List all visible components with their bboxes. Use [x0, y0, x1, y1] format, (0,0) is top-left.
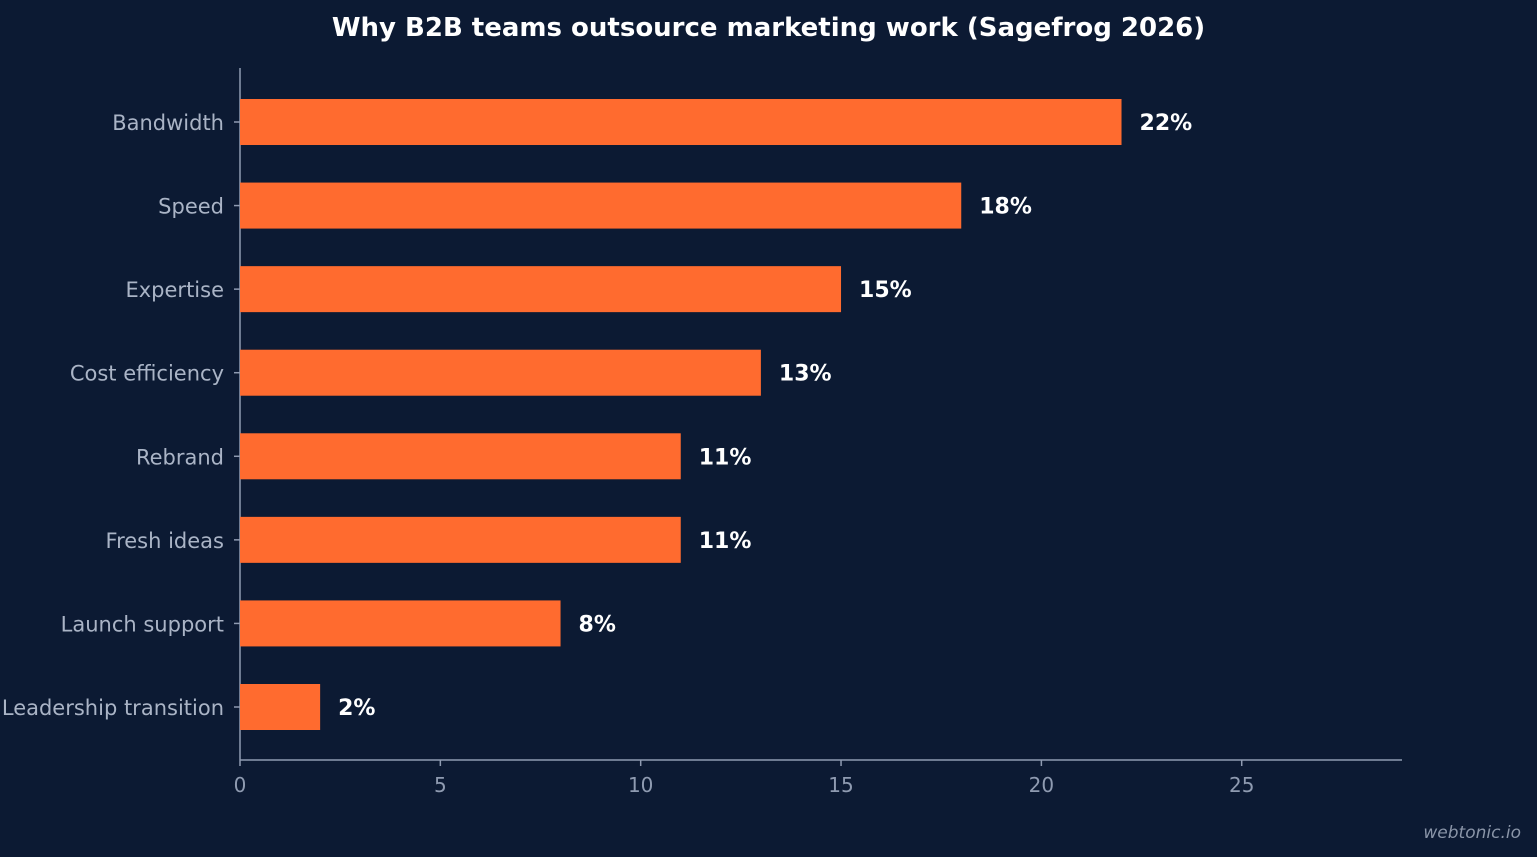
x-tick-label: 25: [1229, 773, 1254, 797]
data-label: 11%: [699, 529, 752, 554]
category-label: Launch support: [61, 612, 224, 636]
bar: [240, 516, 681, 563]
data-label: 8%: [579, 612, 616, 637]
watermark: webtonic.io: [1423, 823, 1521, 843]
data-label: 18%: [979, 195, 1032, 220]
category-label: Leadership transition: [2, 696, 224, 720]
bar: [240, 99, 1122, 145]
category-label: Rebrand: [136, 445, 224, 469]
data-label: 15%: [859, 278, 912, 303]
data-label: 22%: [1140, 111, 1193, 136]
x-tick-label: 10: [628, 773, 653, 797]
bar: [240, 600, 561, 647]
category-label: Bandwidth: [112, 111, 224, 135]
bar: [240, 266, 842, 313]
data-label: 13%: [779, 362, 832, 387]
x-tick-label: 20: [1029, 773, 1054, 797]
data-label: 2%: [338, 696, 375, 721]
x-tick-label: 15: [828, 773, 853, 797]
x-tick-label: 0: [234, 773, 247, 797]
category-label: Expertise: [125, 278, 224, 302]
bar: [240, 684, 321, 730]
data-label: 11%: [699, 445, 752, 470]
x-tick-label: 5: [434, 773, 447, 797]
category-label: Fresh ideas: [106, 529, 224, 553]
bar: [240, 182, 962, 229]
chart-title: Why B2B teams outsource marketing work (…: [331, 13, 1206, 43]
bar: [240, 433, 681, 480]
category-label: Speed: [158, 195, 224, 219]
category-label: Cost efficiency: [70, 362, 224, 386]
bar: [240, 349, 761, 396]
